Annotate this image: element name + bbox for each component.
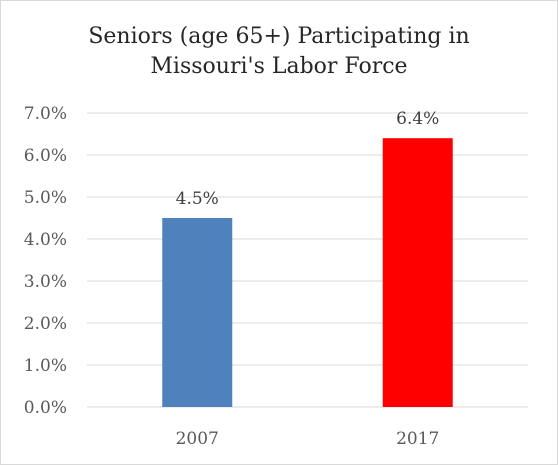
chart-title: Seniors (age 65+) Participating in Misso…	[88, 24, 470, 79]
y-tick-label: 6.0%	[24, 146, 67, 166]
gridlines	[87, 112, 528, 408]
y-tick-label: 1.0%	[24, 356, 67, 376]
x-tick-label: 2007	[176, 429, 219, 449]
y-tick-label: 3.0%	[24, 272, 67, 292]
data-labels: 4.5% 6.4%	[176, 109, 440, 209]
y-tick-label: 2.0%	[24, 314, 67, 334]
bar-2017	[382, 138, 453, 407]
bar-2007	[162, 218, 233, 407]
y-tick-label: 4.0%	[24, 230, 67, 250]
x-tick-label: 2017	[396, 429, 439, 449]
bars	[162, 138, 453, 407]
x-axis: 2007 2017	[176, 429, 440, 449]
y-tick-label: 5.0%	[24, 188, 67, 208]
y-tick-label: 0.0%	[24, 398, 67, 418]
data-label-2007: 4.5%	[176, 189, 219, 209]
data-label-2017: 6.4%	[396, 109, 439, 129]
y-axis: 0.0% 1.0% 2.0% 3.0% 4.0% 5.0% 6.0% 7.0%	[24, 104, 67, 418]
y-tick-label: 7.0%	[24, 104, 67, 124]
